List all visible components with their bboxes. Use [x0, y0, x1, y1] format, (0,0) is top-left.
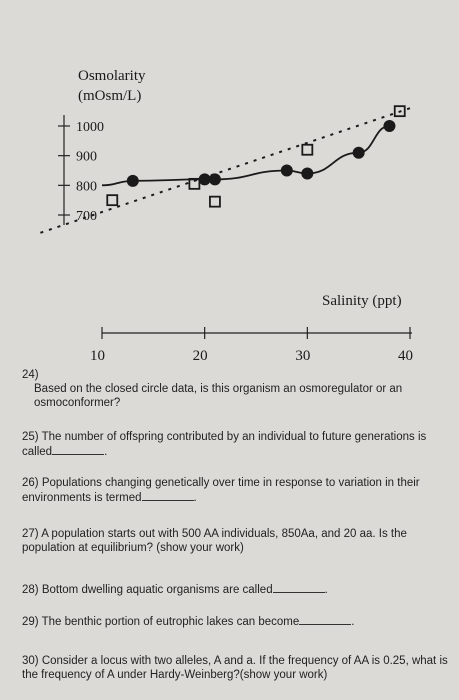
y-tick-label: 1000 [76, 120, 104, 135]
closed-circle-point [280, 164, 293, 177]
closed-circle-point [126, 174, 139, 187]
answer-blank[interactable] [299, 614, 352, 625]
open-square-point [393, 105, 406, 118]
closed-circle-point [198, 173, 211, 186]
question-25: 25) The number of offspring contributed … [22, 431, 427, 458]
closed-circle-point [301, 167, 314, 180]
closed-circle-point [383, 120, 396, 132]
x-tick-label: 30 [295, 348, 310, 364]
x-axis-label: Salinity (ppt) [322, 293, 402, 309]
y-axis-unit: (mOsm/L) [78, 88, 141, 104]
open-square-point [106, 194, 119, 207]
answer-blank[interactable] [272, 582, 325, 593]
question-24: 24) Based on the closed circle data, is … [22, 369, 403, 409]
closed-circle-point [352, 146, 365, 159]
open-square-point [209, 195, 221, 208]
answer-blank[interactable] [141, 490, 194, 501]
question-29: 29) The benthic portion of eutrophic lak… [22, 614, 355, 628]
question-27: 27) A population starts out with 500 AA … [22, 528, 407, 554]
question-30: 30) Consider a locus with two alleles, A… [22, 655, 448, 681]
question-26: 26) Populations changing genetically ove… [22, 477, 420, 504]
osmolarity-chart: 10 20 30 40 1000 900 800 700 Osmolarity (mOsm/L… [40, 68, 413, 364]
y-tick-label: 800 [76, 179, 97, 194]
open-square-trend-line [40, 107, 411, 234]
answer-blank[interactable] [52, 444, 105, 455]
y-tick-label: 700 [76, 209, 97, 224]
x-tick-label: 10 [90, 348, 105, 364]
closed-circle-trend-curve [101, 125, 390, 187]
closed-circle-point [208, 173, 221, 186]
question-28: 28) Bottom dwelling aquatic organisms ar… [22, 582, 328, 596]
x-tick-label: 20 [193, 348, 208, 364]
y-axis-label: Osmolarity [78, 68, 146, 84]
x-tick-label: 40 [398, 348, 413, 364]
open-square-point [188, 177, 201, 190]
open-square-point [301, 143, 314, 156]
y-tick-label: 900 [76, 150, 97, 165]
